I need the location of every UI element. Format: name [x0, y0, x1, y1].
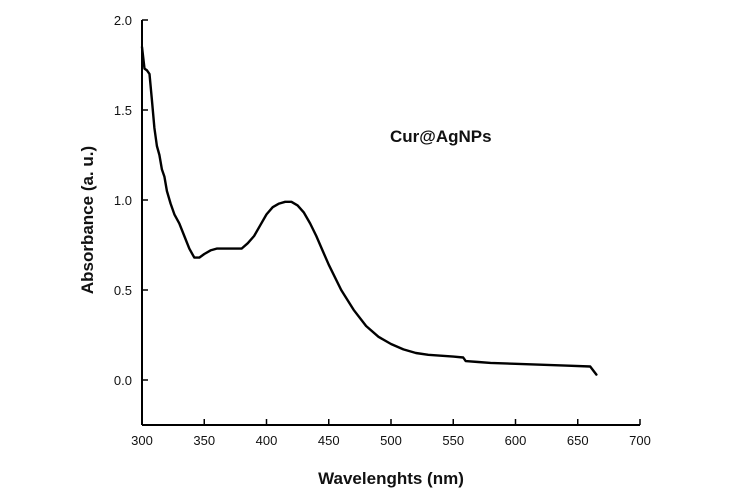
y-tick-label: 0.0	[114, 373, 132, 388]
x-tick-label: 650	[567, 433, 589, 448]
x-tick-label: 450	[318, 433, 340, 448]
y-tick-label: 1.0	[114, 193, 132, 208]
x-tick-label: 500	[380, 433, 402, 448]
plot-area: 300 350 400 450 500 550 600 650 700 0.0 0.5 1.0 1.5…	[114, 13, 651, 448]
series-annotation: Cur@AgNPs	[390, 127, 492, 146]
x-tick-label: 300	[131, 433, 153, 448]
series-line-cur-agnps	[140, 45, 598, 376]
x-tick-label: 600	[505, 433, 527, 448]
x-tick-label: 700	[629, 433, 651, 448]
y-axis-title: Absorbance (a. u.)	[78, 146, 97, 294]
x-ticks: 300 350 400 450 500 550 600 650 700	[131, 419, 651, 448]
y-tick-label: 0.5	[114, 283, 132, 298]
y-tick-label: 1.5	[114, 103, 132, 118]
y-tick-label: 2.0	[114, 13, 132, 28]
x-tick-label: 400	[256, 433, 278, 448]
y-ticks: 0.0 0.5 1.0 1.5 2.0	[114, 13, 148, 388]
x-tick-label: 550	[442, 433, 464, 448]
x-tick-label: 350	[193, 433, 215, 448]
x-axis-title: Wavelenghts (nm)	[318, 469, 464, 488]
